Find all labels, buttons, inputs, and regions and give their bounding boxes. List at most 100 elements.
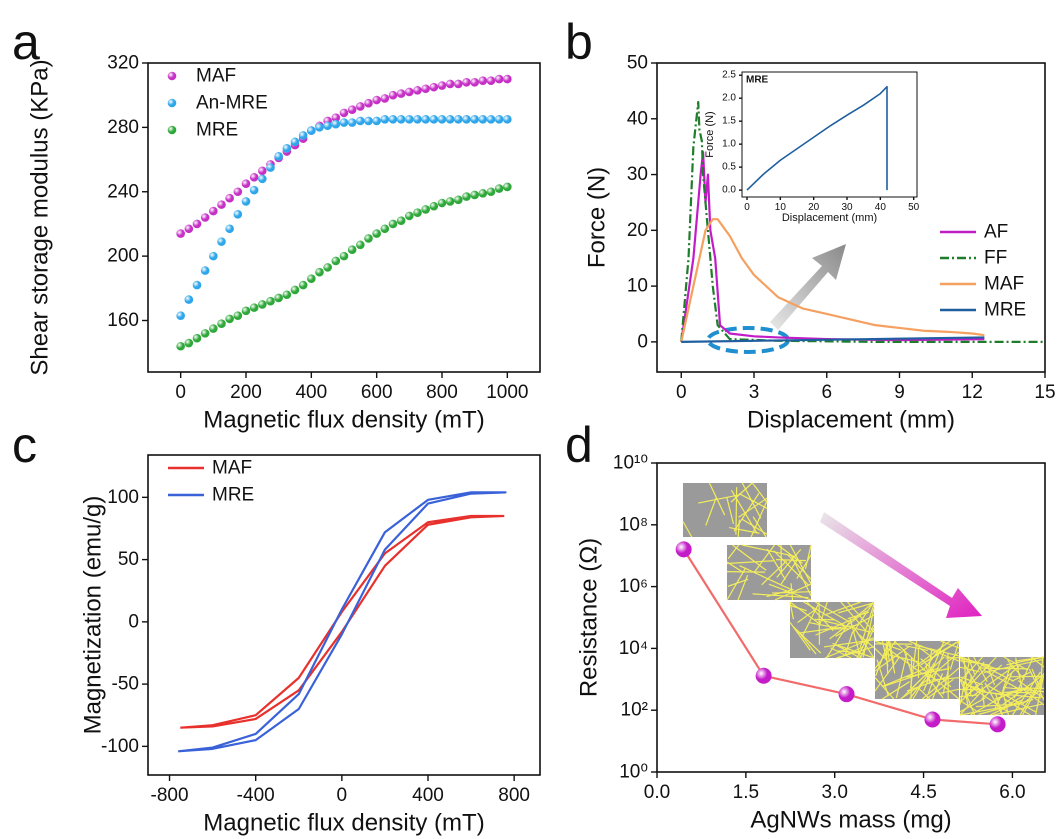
y-axis-label: Shear storage modulus (KPa) — [27, 59, 54, 375]
nanowire — [776, 549, 802, 578]
data-point — [478, 189, 488, 198]
data-point — [405, 87, 414, 97]
y-tick-label: 1.0 — [722, 139, 736, 150]
y-tick-label: 240 — [107, 181, 139, 202]
data-point — [462, 115, 471, 124]
nanowire — [993, 703, 1043, 716]
series-line — [681, 336, 985, 343]
data-point — [675, 541, 692, 558]
x-tick-label: 6 — [821, 382, 832, 403]
y-tick-label: 2.5 — [722, 70, 736, 81]
nanowire — [797, 607, 818, 623]
series-line — [746, 85, 888, 191]
data-point — [176, 311, 185, 320]
data-point — [184, 338, 194, 348]
data-point — [454, 195, 463, 205]
legend-label: AF — [984, 222, 1008, 243]
nanowire — [825, 622, 850, 659]
y-tick-label: 10⁴ — [619, 638, 648, 659]
data-point — [989, 716, 1006, 733]
data-point — [405, 211, 414, 221]
nanowire — [881, 681, 910, 700]
nanowire — [917, 687, 931, 700]
nanowire — [853, 627, 875, 659]
legend-label: MAF — [212, 458, 252, 479]
data-point — [249, 185, 259, 195]
data-point — [200, 266, 210, 275]
data-point — [184, 295, 194, 304]
y-tick-label: 10¹⁰ — [613, 453, 648, 474]
nanowire — [1031, 668, 1041, 689]
data-point — [225, 193, 234, 203]
nanowire — [738, 497, 768, 518]
data-point — [413, 208, 422, 217]
y-tick-label: 0 — [128, 611, 139, 632]
nanowire — [905, 668, 948, 678]
nanowire — [931, 677, 960, 681]
data-point — [209, 206, 218, 216]
nanowire — [735, 487, 738, 535]
plot-frame — [741, 71, 918, 198]
legend-label: MAF — [196, 66, 236, 87]
data-point — [396, 89, 406, 98]
nanowire — [903, 649, 913, 674]
series-line — [680, 151, 985, 343]
data-point — [470, 115, 479, 124]
nanowire — [909, 680, 924, 700]
nanowire — [726, 560, 774, 565]
nanowire — [789, 601, 795, 620]
nanowire — [852, 601, 875, 634]
nanowire — [925, 663, 931, 685]
data-point — [176, 341, 185, 351]
x-axis-label: Displacement (mm) — [782, 212, 877, 224]
x-tick-label: 20 — [808, 202, 820, 213]
x-tick-label: 3.0 — [821, 782, 847, 803]
y-tick-label: 0.5 — [722, 162, 736, 173]
nanowire — [1035, 677, 1044, 716]
nanowire — [1028, 668, 1045, 701]
nanowire — [994, 673, 1013, 710]
x-tick-label: 400 — [295, 382, 327, 403]
data-point — [290, 285, 300, 295]
series-line — [680, 218, 985, 343]
nanowire — [726, 571, 766, 573]
plot-frame — [147, 454, 541, 776]
nanowire — [742, 544, 796, 558]
data-point — [217, 200, 226, 209]
nanowire — [981, 664, 1014, 682]
y-tick-label: -100 — [101, 736, 139, 757]
x-tick-label: 0 — [744, 202, 750, 213]
data-point — [192, 280, 202, 290]
nanowire — [973, 656, 988, 682]
x-tick-label: 6.0 — [999, 782, 1025, 803]
data-point — [445, 115, 455, 124]
nanowire — [838, 646, 864, 659]
nanowire — [832, 642, 875, 659]
legend-marker — [167, 125, 177, 135]
nanowire — [907, 656, 945, 693]
nanowire — [1011, 671, 1031, 682]
nanowire — [1022, 688, 1045, 706]
x-axis-label: Magnetic flux density (mT) — [203, 407, 484, 434]
data-point — [258, 300, 267, 309]
data-point — [437, 198, 447, 208]
nanowire — [874, 647, 888, 661]
nanowire — [914, 640, 951, 668]
y-tick-label: 100 — [107, 487, 139, 508]
data-point — [298, 131, 308, 140]
y-tick-label: 0 — [637, 331, 648, 352]
plot-frame — [656, 462, 1046, 773]
nanowire — [895, 653, 908, 699]
nanowire — [978, 698, 1034, 715]
data-point — [380, 224, 390, 234]
nanowire — [754, 544, 775, 573]
y-tick-label: 200 — [107, 246, 139, 267]
data-point — [274, 293, 283, 303]
data-point — [486, 187, 496, 197]
x-tick-label: 0 — [175, 382, 186, 403]
x-tick-label: 3 — [749, 382, 760, 403]
data-point — [421, 115, 430, 124]
data-point — [462, 78, 471, 87]
data-point — [315, 267, 324, 277]
